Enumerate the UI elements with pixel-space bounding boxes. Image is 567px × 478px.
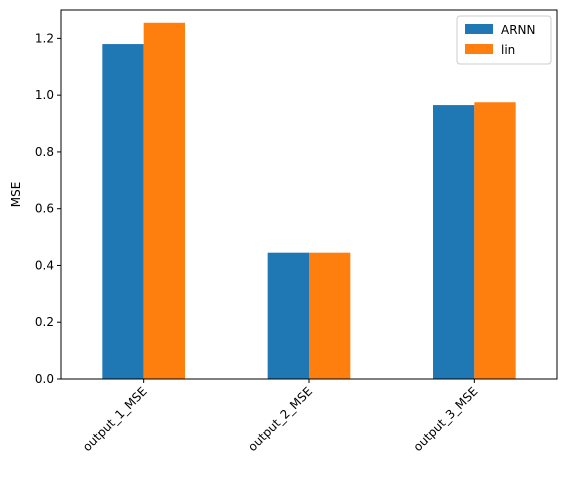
legend-swatch-lin	[465, 44, 493, 54]
x-tick-label: output_1_MSE	[80, 384, 150, 454]
x-axis-ticks: output_1_MSE output_2_MSE output_3_MSE	[80, 379, 481, 454]
y-tick-label: 1.2	[35, 31, 54, 45]
y-tick-label: 0.6	[35, 202, 54, 216]
legend-label-lin: lin	[501, 43, 515, 57]
legend: ARNN lin	[456, 15, 552, 65]
x-tick-label: output_2_MSE	[245, 384, 315, 454]
plot-frame	[60, 9, 558, 380]
y-tick-label: 0.0	[35, 372, 54, 386]
y-tick-label: 0.8	[35, 145, 54, 159]
x-tick-label: output_3_MSE	[411, 384, 481, 454]
y-axis-label: MSE	[9, 182, 23, 208]
bar-lin-output_2_mse	[309, 252, 351, 379]
y-tick-label: 0.2	[35, 315, 54, 329]
y-tick-label: 1.0	[35, 88, 54, 102]
legend-label-arnn: ARNN	[501, 23, 536, 37]
bar-lin-output_3_mse	[474, 102, 516, 379]
bars-group	[102, 22, 516, 380]
y-tick-label: 0.4	[35, 258, 54, 272]
bar-arnn-output_1_mse	[102, 44, 144, 380]
y-axis-ticks: 0.0 0.2 0.4 0.6 0.8 1.0 1.2	[35, 31, 61, 386]
bar-arnn-output_3_mse	[433, 105, 475, 379]
legend-swatch-arnn	[465, 24, 493, 34]
bar-arnn-output_2_mse	[267, 252, 309, 379]
bar-lin-output_1_mse	[143, 22, 185, 380]
